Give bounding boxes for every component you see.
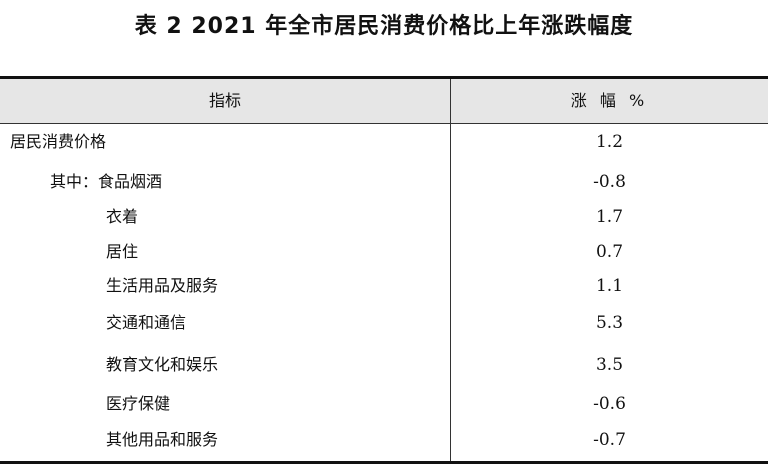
table-row: 交通和通信 5.3 — [0, 308, 768, 338]
table-row: 其他用品和服务 -0.7 — [0, 425, 768, 455]
row-value: -0.6 — [593, 394, 626, 414]
row-label: 其他用品和服务 — [106, 430, 219, 449]
bottom-rule — [0, 461, 768, 464]
row-value: 1.7 — [595, 207, 624, 227]
row-value: 0.7 — [595, 242, 624, 262]
row-label: 衣着 — [106, 207, 139, 226]
row-value: 1.1 — [595, 276, 624, 296]
table-title: 表 2 2021 年全市居民消费价格比上年涨跌幅度 — [134, 14, 634, 39]
row-value: 5.3 — [595, 313, 624, 333]
header-change-percent: 涨 幅 % — [570, 91, 649, 110]
header-indicator: 指标 — [208, 91, 241, 110]
table-row: 衣着 1.7 — [0, 202, 768, 232]
row-label: 居民消费价格 — [10, 132, 107, 151]
row-label: 医疗保健 — [106, 394, 171, 413]
row-value: 1.2 — [595, 132, 624, 152]
row-label: 生活用品及服务 — [106, 276, 219, 295]
row-label: 教育文化和娱乐 — [106, 355, 219, 374]
column-divider — [450, 79, 451, 462]
row-label: 交通和通信 — [106, 313, 187, 332]
row-value: -0.7 — [593, 430, 626, 450]
table-row: 医疗保健 -0.6 — [0, 389, 768, 419]
row-label: 其中：食品烟酒 — [50, 172, 163, 191]
table-row: 居住 0.7 — [0, 237, 768, 267]
table-row: 居民消费价格 1.2 — [0, 127, 768, 157]
table-header: 指标 涨 幅 % — [0, 79, 768, 124]
table-row: 其中：食品烟酒 -0.8 — [0, 167, 768, 197]
row-value: -0.8 — [593, 172, 626, 192]
table-row: 教育文化和娱乐 3.5 — [0, 350, 768, 380]
row-label: 居住 — [106, 242, 139, 261]
top-rule — [0, 76, 768, 79]
table-row: 生活用品及服务 1.1 — [0, 271, 768, 301]
row-value: 3.5 — [595, 355, 624, 375]
